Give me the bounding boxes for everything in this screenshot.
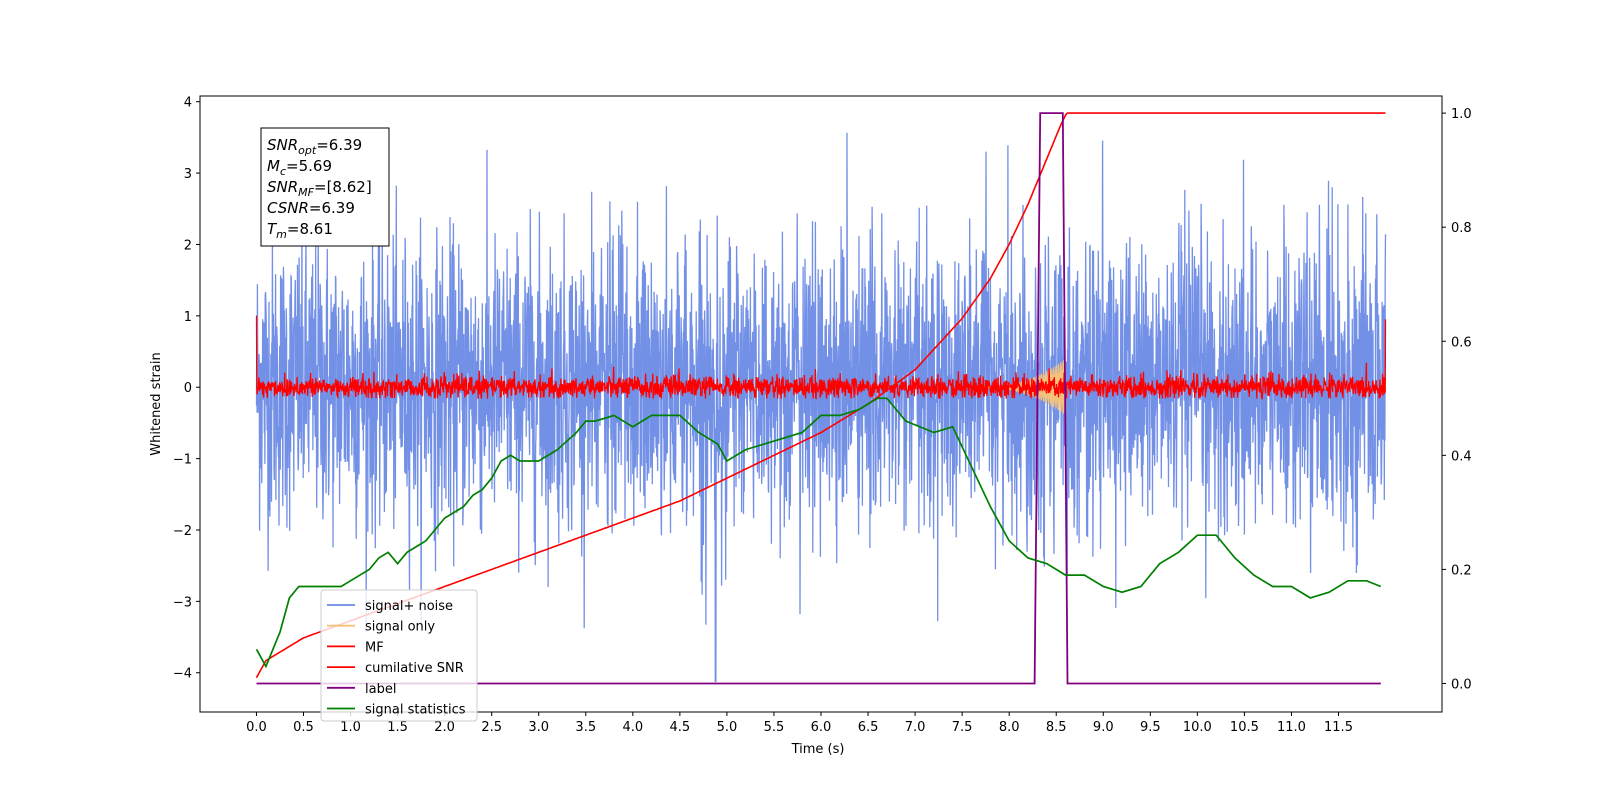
y-axis-label: Whitened strain: [149, 352, 164, 455]
series-label-line: [256, 112, 1381, 685]
x-tick-label: 7.0: [905, 720, 926, 735]
legend-label: signal only: [365, 620, 435, 635]
right-y-tick-label: 1.0: [1451, 107, 1472, 122]
left-y-tick-label: 2: [184, 238, 192, 253]
left-y-axis: 4 3 2 1 0 −1 −2 −3 −4: [173, 96, 200, 682]
x-tick-label: 6.0: [811, 720, 832, 735]
metrics-annotation: SNRopt=6.39Mc=5.69SNRMF=[8.62]CSNR=6.39T…: [260, 127, 390, 247]
x-tick-label: 2.5: [481, 720, 502, 735]
x-tick-label: 6.5: [858, 720, 879, 735]
x-tick-label: 9.5: [1140, 720, 1161, 735]
x-tick-label: 3.5: [575, 720, 596, 735]
annotation-symbol: SNR: [267, 136, 298, 154]
legend: signal+ noise signal only MF cumilative SNR…: [320, 589, 478, 722]
right-y-tick-label: 0.2: [1451, 563, 1472, 578]
legend-label: cumilative SNR: [365, 661, 464, 676]
annotation-frame: [260, 127, 390, 247]
right-y-tick-label: 0.0: [1451, 677, 1472, 692]
x-axis-label: Time (s): [791, 742, 845, 757]
x-axis: 0.0 0.5 1.0 1.5 2.0 2.5 3.0 3.5 4.0 4.5 5.0 5.5 6.0 6…: [246, 712, 1353, 735]
left-y-tick-label: −2: [173, 524, 192, 539]
annotation-line: Mc=5.69: [267, 157, 332, 178]
x-tick-label: 2.0: [434, 720, 455, 735]
series-signal-statistics-line: [255, 397, 1382, 669]
series-cumulative-snr-line: [255, 112, 1386, 679]
x-tick-label: 1.0: [340, 720, 361, 735]
x-tick-label: 10.0: [1183, 720, 1212, 735]
annotation-line: CSNR=6.39: [267, 199, 355, 217]
annotation-line: SNRMF=[8.62]: [267, 178, 372, 199]
right-y-tick-label: 0.4: [1451, 449, 1472, 464]
x-tick-label: 7.5: [952, 720, 973, 735]
annotation-symbol: T: [267, 220, 278, 238]
legend-frame: [320, 589, 478, 722]
series-signal-noise-line: [255, 132, 1387, 682]
right-y-tick-label: 0.6: [1451, 335, 1472, 350]
x-tick-label: 11.5: [1324, 720, 1353, 735]
left-y-tick-label: 4: [184, 96, 192, 111]
x-tick-label: 8.5: [1046, 720, 1067, 735]
annotation-value: =5.69: [286, 157, 332, 175]
x-tick-label: 0.0: [246, 720, 267, 735]
x-tick-label: 9.0: [1093, 720, 1114, 735]
annotation-symbol: CSNR: [267, 199, 309, 217]
annotation-line: Tm=8.61: [267, 220, 333, 241]
x-tick-label: 8.0: [999, 720, 1020, 735]
legend-label: signal+ noise: [365, 599, 453, 614]
annotation-symbol: M: [267, 157, 280, 175]
annotation-value: =8.61: [287, 220, 333, 238]
left-y-tick-label: 0: [184, 381, 192, 396]
x-tick-label: 5.0: [717, 720, 738, 735]
left-y-tick-label: −4: [173, 667, 192, 682]
annotation-subscript: c: [280, 165, 286, 178]
legend-label: signal statistics: [365, 703, 466, 718]
annotation-value: =6.39: [316, 136, 362, 154]
annotation-subscript: opt: [298, 144, 317, 157]
x-tick-label: 4.5: [670, 720, 691, 735]
annotation-line: SNRopt=6.39: [267, 136, 362, 157]
annotation-subscript: MF: [298, 186, 314, 199]
x-tick-label: 4.0: [622, 720, 643, 735]
x-tick-label: 11.0: [1277, 720, 1306, 735]
x-tick-label: 5.5: [764, 720, 785, 735]
left-y-tick-label: 1: [184, 310, 192, 325]
x-tick-label: 1.5: [387, 720, 408, 735]
legend-label: label: [365, 682, 396, 697]
annotation-value: =[8.62]: [314, 178, 372, 196]
legend-label: MF: [365, 640, 384, 655]
x-tick-label: 10.5: [1230, 720, 1259, 735]
left-y-tick-label: −3: [173, 595, 192, 610]
x-tick-label: 3.0: [528, 720, 549, 735]
series-mf-line: [255, 315, 1387, 401]
annotation-value: =6.39: [309, 199, 355, 217]
right-y-axis: 1.0 0.8 0.6 0.4 0.2 0.0: [1442, 107, 1472, 692]
annotation-symbol: SNR: [267, 178, 298, 196]
left-y-tick-label: 3: [184, 167, 192, 182]
x-tick-label: 0.5: [293, 720, 314, 735]
left-y-tick-label: −1: [173, 453, 192, 468]
annotation-subscript: m: [276, 228, 287, 241]
right-y-tick-label: 0.8: [1451, 221, 1472, 236]
plot-area: [255, 112, 1387, 685]
